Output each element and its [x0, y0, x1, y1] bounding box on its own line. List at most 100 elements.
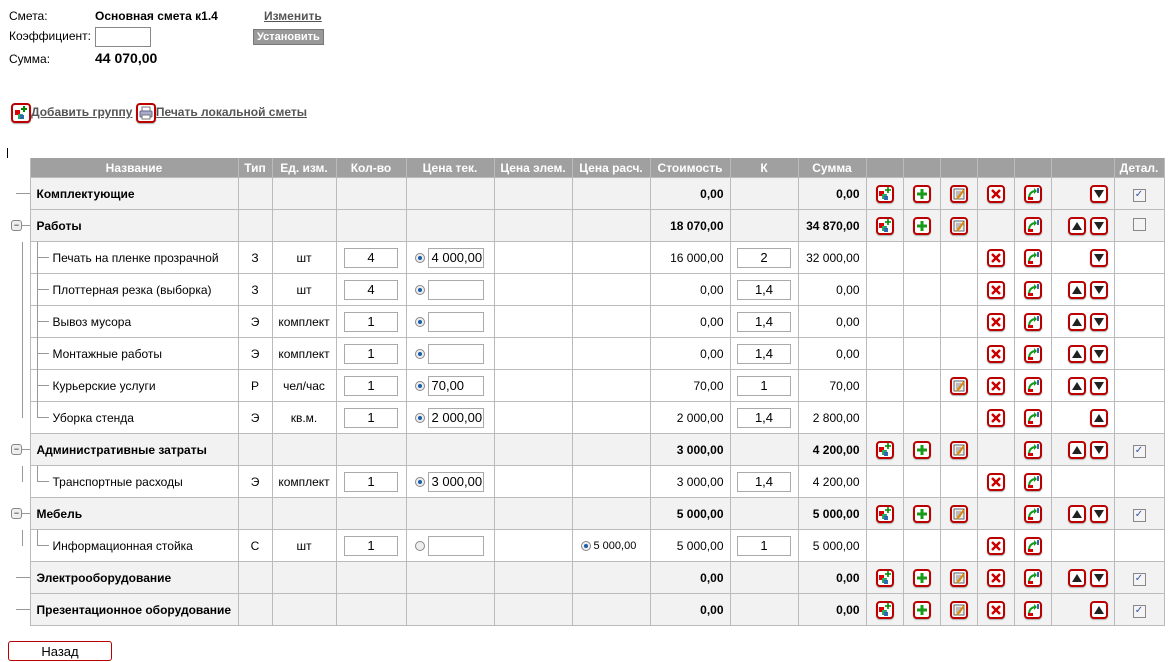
- move-icon[interactable]: [1023, 408, 1042, 427]
- add-group-link[interactable]: Добавить группу: [31, 105, 133, 120]
- qty-input[interactable]: 1: [344, 471, 398, 492]
- k-input[interactable]: 1,4: [737, 407, 791, 428]
- qty-input[interactable]: 1: [344, 535, 398, 556]
- change-estimate-link[interactable]: Изменить: [264, 9, 322, 23]
- move-up-icon[interactable]: [1068, 280, 1087, 299]
- calc-price-radio[interactable]: [580, 540, 591, 551]
- qty-input[interactable]: 1: [344, 407, 398, 428]
- move-down-icon[interactable]: [1089, 376, 1108, 395]
- move-icon[interactable]: [1023, 344, 1042, 363]
- qty-input[interactable]: 4: [344, 247, 398, 268]
- delete-icon[interactable]: [986, 568, 1005, 587]
- delete-icon[interactable]: [986, 376, 1005, 395]
- detail-checkbox[interactable]: ✓: [1132, 572, 1146, 586]
- delete-icon[interactable]: [986, 312, 1005, 331]
- move-icon[interactable]: [1023, 440, 1042, 459]
- delete-icon[interactable]: [986, 280, 1005, 299]
- move-down-icon[interactable]: [1089, 312, 1108, 331]
- print-estimate-link[interactable]: Печать локальной сметы: [155, 105, 307, 120]
- back-button[interactable]: Назад: [8, 641, 112, 661]
- move-down-icon[interactable]: [1089, 568, 1108, 587]
- edit-icon[interactable]: [949, 504, 968, 523]
- move-up-icon[interactable]: [1089, 408, 1108, 427]
- move-icon[interactable]: [1023, 568, 1042, 587]
- move-icon[interactable]: [1023, 312, 1042, 331]
- current-price-radio[interactable]: [414, 540, 425, 551]
- move-down-icon[interactable]: [1089, 280, 1108, 299]
- add-item-icon[interactable]: [912, 600, 931, 619]
- coef-input[interactable]: [95, 27, 151, 47]
- add-group-icon[interactable]: [11, 103, 31, 123]
- move-up-icon[interactable]: [1068, 440, 1087, 459]
- edit-icon[interactable]: [949, 376, 968, 395]
- current-price-input[interactable]: 70,00: [427, 375, 484, 396]
- edit-icon[interactable]: [949, 440, 968, 459]
- current-price-radio[interactable]: [414, 348, 425, 359]
- k-input[interactable]: 1,4: [737, 471, 791, 492]
- detail-checkbox[interactable]: ✓: [1132, 444, 1146, 458]
- collapse-icon[interactable]: −: [11, 443, 22, 455]
- detail-checkbox[interactable]: [1132, 217, 1146, 231]
- add-subgroup-icon[interactable]: [875, 568, 894, 587]
- current-price-radio[interactable]: [414, 284, 425, 295]
- delete-icon[interactable]: [986, 600, 1005, 619]
- k-input[interactable]: 1,4: [737, 311, 791, 332]
- delete-icon[interactable]: [986, 248, 1005, 267]
- current-price-input[interactable]: 3 000,00: [427, 471, 484, 492]
- current-price-input[interactable]: 2 000,00: [427, 407, 484, 428]
- move-up-icon[interactable]: [1068, 216, 1087, 235]
- current-price-radio[interactable]: [414, 476, 425, 487]
- add-item-icon[interactable]: [912, 184, 931, 203]
- add-subgroup-icon[interactable]: [875, 600, 894, 619]
- move-up-icon[interactable]: [1068, 312, 1087, 331]
- move-up-icon[interactable]: [1068, 504, 1087, 523]
- detail-checkbox[interactable]: ✓: [1132, 508, 1146, 522]
- k-input[interactable]: 1,4: [737, 279, 791, 300]
- k-input[interactable]: 1: [737, 535, 791, 556]
- move-down-icon[interactable]: [1089, 440, 1108, 459]
- move-up-icon[interactable]: [1068, 376, 1087, 395]
- current-price-input[interactable]: [427, 343, 484, 364]
- add-item-icon[interactable]: [912, 568, 931, 587]
- edit-icon[interactable]: [949, 184, 968, 203]
- detail-checkbox[interactable]: ✓: [1132, 604, 1146, 618]
- edit-icon[interactable]: [949, 568, 968, 587]
- move-down-icon[interactable]: [1089, 344, 1108, 363]
- move-icon[interactable]: [1023, 280, 1042, 299]
- move-up-icon[interactable]: [1089, 600, 1108, 619]
- move-down-icon[interactable]: [1089, 184, 1108, 203]
- move-icon[interactable]: [1023, 248, 1042, 267]
- move-icon[interactable]: [1023, 216, 1042, 235]
- move-down-icon[interactable]: [1089, 504, 1108, 523]
- current-price-radio[interactable]: [414, 252, 425, 263]
- k-input[interactable]: 1,4: [737, 343, 791, 364]
- current-price-radio[interactable]: [414, 380, 425, 391]
- move-icon[interactable]: [1023, 536, 1042, 555]
- current-price-input[interactable]: [427, 311, 484, 332]
- add-item-icon[interactable]: [912, 504, 931, 523]
- detail-checkbox[interactable]: ✓: [1132, 188, 1146, 202]
- delete-icon[interactable]: [986, 536, 1005, 555]
- move-icon[interactable]: [1023, 600, 1042, 619]
- k-input[interactable]: 1: [737, 375, 791, 396]
- collapse-icon[interactable]: −: [11, 507, 22, 519]
- move-icon[interactable]: [1023, 184, 1042, 203]
- move-down-icon[interactable]: [1089, 248, 1108, 267]
- set-coef-button[interactable]: Установить: [253, 29, 324, 45]
- delete-icon[interactable]: [986, 184, 1005, 203]
- qty-input[interactable]: 1: [344, 375, 398, 396]
- current-price-input[interactable]: [427, 279, 484, 300]
- current-price-input[interactable]: [427, 535, 484, 556]
- add-subgroup-icon[interactable]: [875, 504, 894, 523]
- qty-input[interactable]: 1: [344, 343, 398, 364]
- edit-icon[interactable]: [949, 600, 968, 619]
- add-subgroup-icon[interactable]: [875, 184, 894, 203]
- add-subgroup-icon[interactable]: [875, 216, 894, 235]
- move-up-icon[interactable]: [1068, 344, 1087, 363]
- add-item-icon[interactable]: [912, 216, 931, 235]
- move-icon[interactable]: [1023, 376, 1042, 395]
- add-item-icon[interactable]: [912, 440, 931, 459]
- current-price-input[interactable]: 4 000,00: [427, 247, 484, 268]
- delete-icon[interactable]: [986, 408, 1005, 427]
- k-input[interactable]: 2: [737, 247, 791, 268]
